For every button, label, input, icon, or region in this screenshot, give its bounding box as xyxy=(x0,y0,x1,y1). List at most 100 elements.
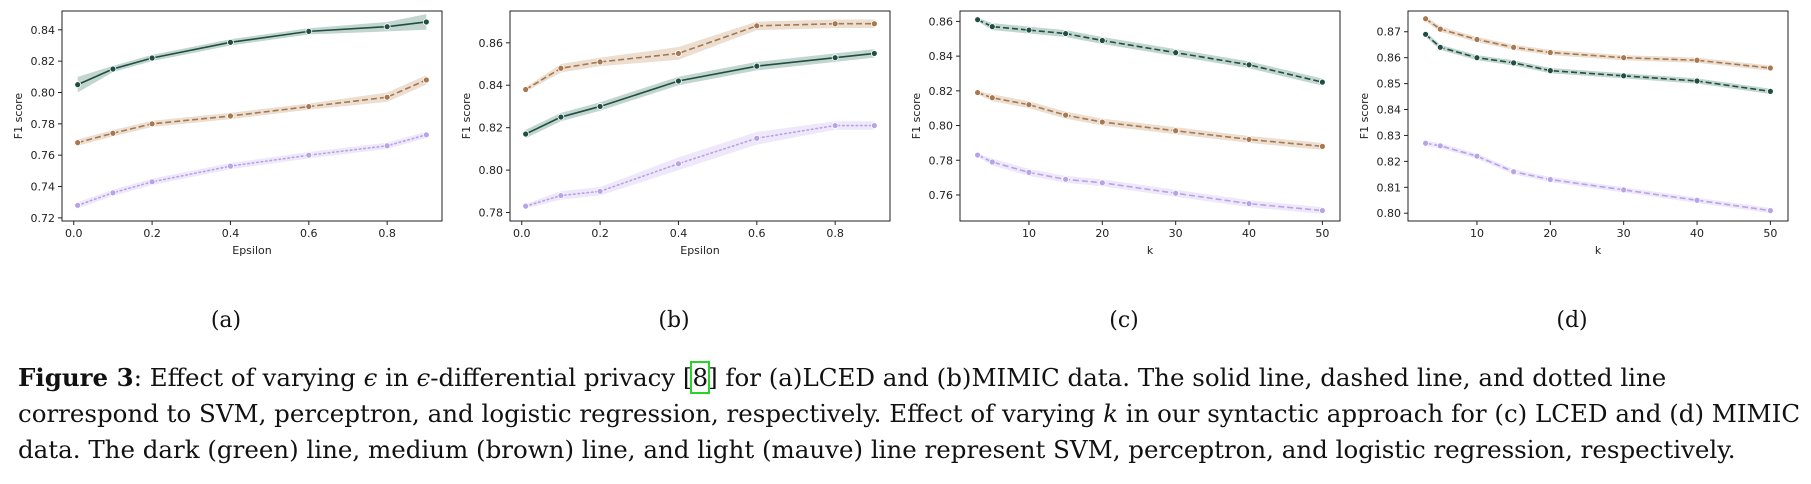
series-logistic-band xyxy=(525,121,875,209)
data-point-perceptron xyxy=(1172,127,1180,135)
chart-panel-a: 0.0 0.2 0.4 0.6 0.8 0.72 0.74 0.76 0.78 0.80 0.82 0… xyxy=(0,0,452,360)
caption-epsilon-1: ϵ xyxy=(363,363,378,392)
data-point-perceptron xyxy=(1098,118,1106,126)
data-point-perceptron xyxy=(227,112,234,120)
data-point-svm xyxy=(109,65,117,73)
x-tick-label: 0.6 xyxy=(748,227,766,240)
data-point-svm xyxy=(753,62,761,70)
data-point-svm xyxy=(305,27,313,35)
data-point-logistic xyxy=(383,142,391,150)
data-point-svm xyxy=(1422,30,1430,38)
data-point-logistic xyxy=(1245,200,1253,208)
y-tick-label: 0.86 xyxy=(929,15,954,28)
data-point-perceptron xyxy=(522,86,530,93)
series-svm-line xyxy=(977,18,1323,83)
data-point-logistic xyxy=(557,192,565,199)
data-point-svm xyxy=(148,54,156,62)
figure-caption: Figure 3: Effect of varying ϵ in ϵ-diffe… xyxy=(18,360,1803,468)
data-point-perceptron xyxy=(1245,136,1253,143)
y-tick-label: 0.83 xyxy=(1377,129,1402,142)
caption-k: k xyxy=(1103,399,1118,428)
data-point-logistic xyxy=(974,151,982,159)
x-axis-label: Epsilon xyxy=(680,244,720,257)
data-point-logistic xyxy=(148,178,156,186)
data-point-logistic xyxy=(1473,152,1481,160)
data-point-logistic xyxy=(305,151,313,159)
data-point-logistic xyxy=(1436,142,1444,150)
y-tick-label: 0.72 xyxy=(31,212,56,225)
series-logistic-band xyxy=(977,153,1323,215)
data-point-logistic xyxy=(596,187,604,195)
data-point-svm xyxy=(1620,72,1628,80)
x-tick-label: 30 xyxy=(1617,227,1631,240)
y-tick-label: 0.84 xyxy=(479,79,504,92)
data-point-logistic xyxy=(1172,189,1180,197)
data-point-svm xyxy=(422,18,430,26)
caption-text-1: : Effect of varying xyxy=(133,363,364,392)
data-point-logistic xyxy=(753,134,761,142)
y-tick-label: 0.80 xyxy=(929,120,954,133)
y-tick-label: 0.81 xyxy=(1377,181,1402,194)
data-point-logistic xyxy=(1062,175,1070,183)
data-point-svm xyxy=(522,130,530,138)
series-perceptron-line xyxy=(1425,18,1771,69)
y-axis-label: F1 score xyxy=(12,93,25,140)
data-point-perceptron xyxy=(974,89,982,96)
data-point-logistic xyxy=(988,158,996,166)
data-point-svm xyxy=(1510,59,1518,67)
x-axis-label: k xyxy=(1595,244,1602,257)
data-point-perceptron xyxy=(1436,25,1444,33)
data-point-perceptron xyxy=(1025,101,1033,109)
data-point-perceptron xyxy=(753,22,761,30)
data-point-perceptron xyxy=(148,120,156,128)
data-point-perceptron xyxy=(870,20,878,28)
x-tick-label: 0.0 xyxy=(65,227,83,240)
data-point-svm xyxy=(74,81,82,89)
caption-text-2: in xyxy=(377,363,417,392)
data-point-logistic xyxy=(109,189,117,197)
data-point-logistic xyxy=(1422,139,1430,147)
data-point-perceptron xyxy=(74,139,82,147)
chart-c: 10 20 30 40 50 0.76 0.78 0.80 0.82 0.84 0.86 k F1 sc… xyxy=(910,10,1341,257)
x-tick-label: 30 xyxy=(1169,227,1183,240)
series-svm-band xyxy=(525,49,875,139)
panel-label-a: (a) xyxy=(210,308,242,333)
plot-frame xyxy=(509,10,891,222)
chart-panel-b: 0.0 0.2 0.4 0.6 0.8 0.78 0.80 0.82 0.84 0.86 Epsil… xyxy=(448,0,900,360)
series-perceptron-band xyxy=(977,90,1323,150)
chart-a: 0.0 0.2 0.4 0.6 0.8 0.72 0.74 0.76 0.78 0.80 0.82 0… xyxy=(12,10,443,257)
series-svm-line xyxy=(1425,33,1771,93)
caption-text-5: in our syntactic approach for (c) LCED a… xyxy=(18,399,1801,464)
data-point-svm xyxy=(596,103,604,110)
data-point-svm xyxy=(831,54,839,62)
chart-panel-c: 10 20 30 40 50 0.76 0.78 0.80 0.82 0.84 0.86 k F1 sc… xyxy=(898,0,1350,360)
x-tick-label: 20 xyxy=(1095,227,1109,240)
citation-link[interactable]: 8 xyxy=(690,361,711,394)
x-tick-label: 40 xyxy=(1690,227,1704,240)
data-point-logistic xyxy=(1546,176,1554,183)
x-tick-label: 0.8 xyxy=(826,227,844,240)
series-logistic-line xyxy=(1425,142,1771,212)
caption-text-4: ] for (a)LCED and (b)MIMIC data. The sol… xyxy=(18,363,1667,428)
y-tick-label: 0.82 xyxy=(929,85,954,98)
data-point-svm xyxy=(383,23,391,31)
y-axis-label: F1 score xyxy=(910,93,923,140)
data-point-logistic xyxy=(1318,207,1326,214)
y-tick-label: 0.84 xyxy=(929,50,954,63)
data-point-perceptron xyxy=(422,76,430,84)
panel-label-c: (c) xyxy=(1109,308,1139,333)
series-perceptron-band xyxy=(525,19,875,92)
y-tick-label: 0.84 xyxy=(31,24,56,37)
y-axis-label: F1 score xyxy=(460,93,473,140)
y-tick-label: 0.84 xyxy=(1377,104,1402,117)
data-point-perceptron xyxy=(557,64,565,72)
data-point-logistic xyxy=(522,202,530,210)
data-point-svm xyxy=(1098,37,1106,44)
caption-text-3: -differential privacy [ xyxy=(430,363,693,392)
y-tick-label: 0.82 xyxy=(1377,155,1402,168)
data-point-perceptron xyxy=(1620,54,1628,62)
plot-frame xyxy=(1407,10,1789,222)
data-point-perceptron xyxy=(1546,49,1554,56)
series-logistic-line xyxy=(977,154,1323,212)
series-svm-band xyxy=(1425,31,1771,94)
